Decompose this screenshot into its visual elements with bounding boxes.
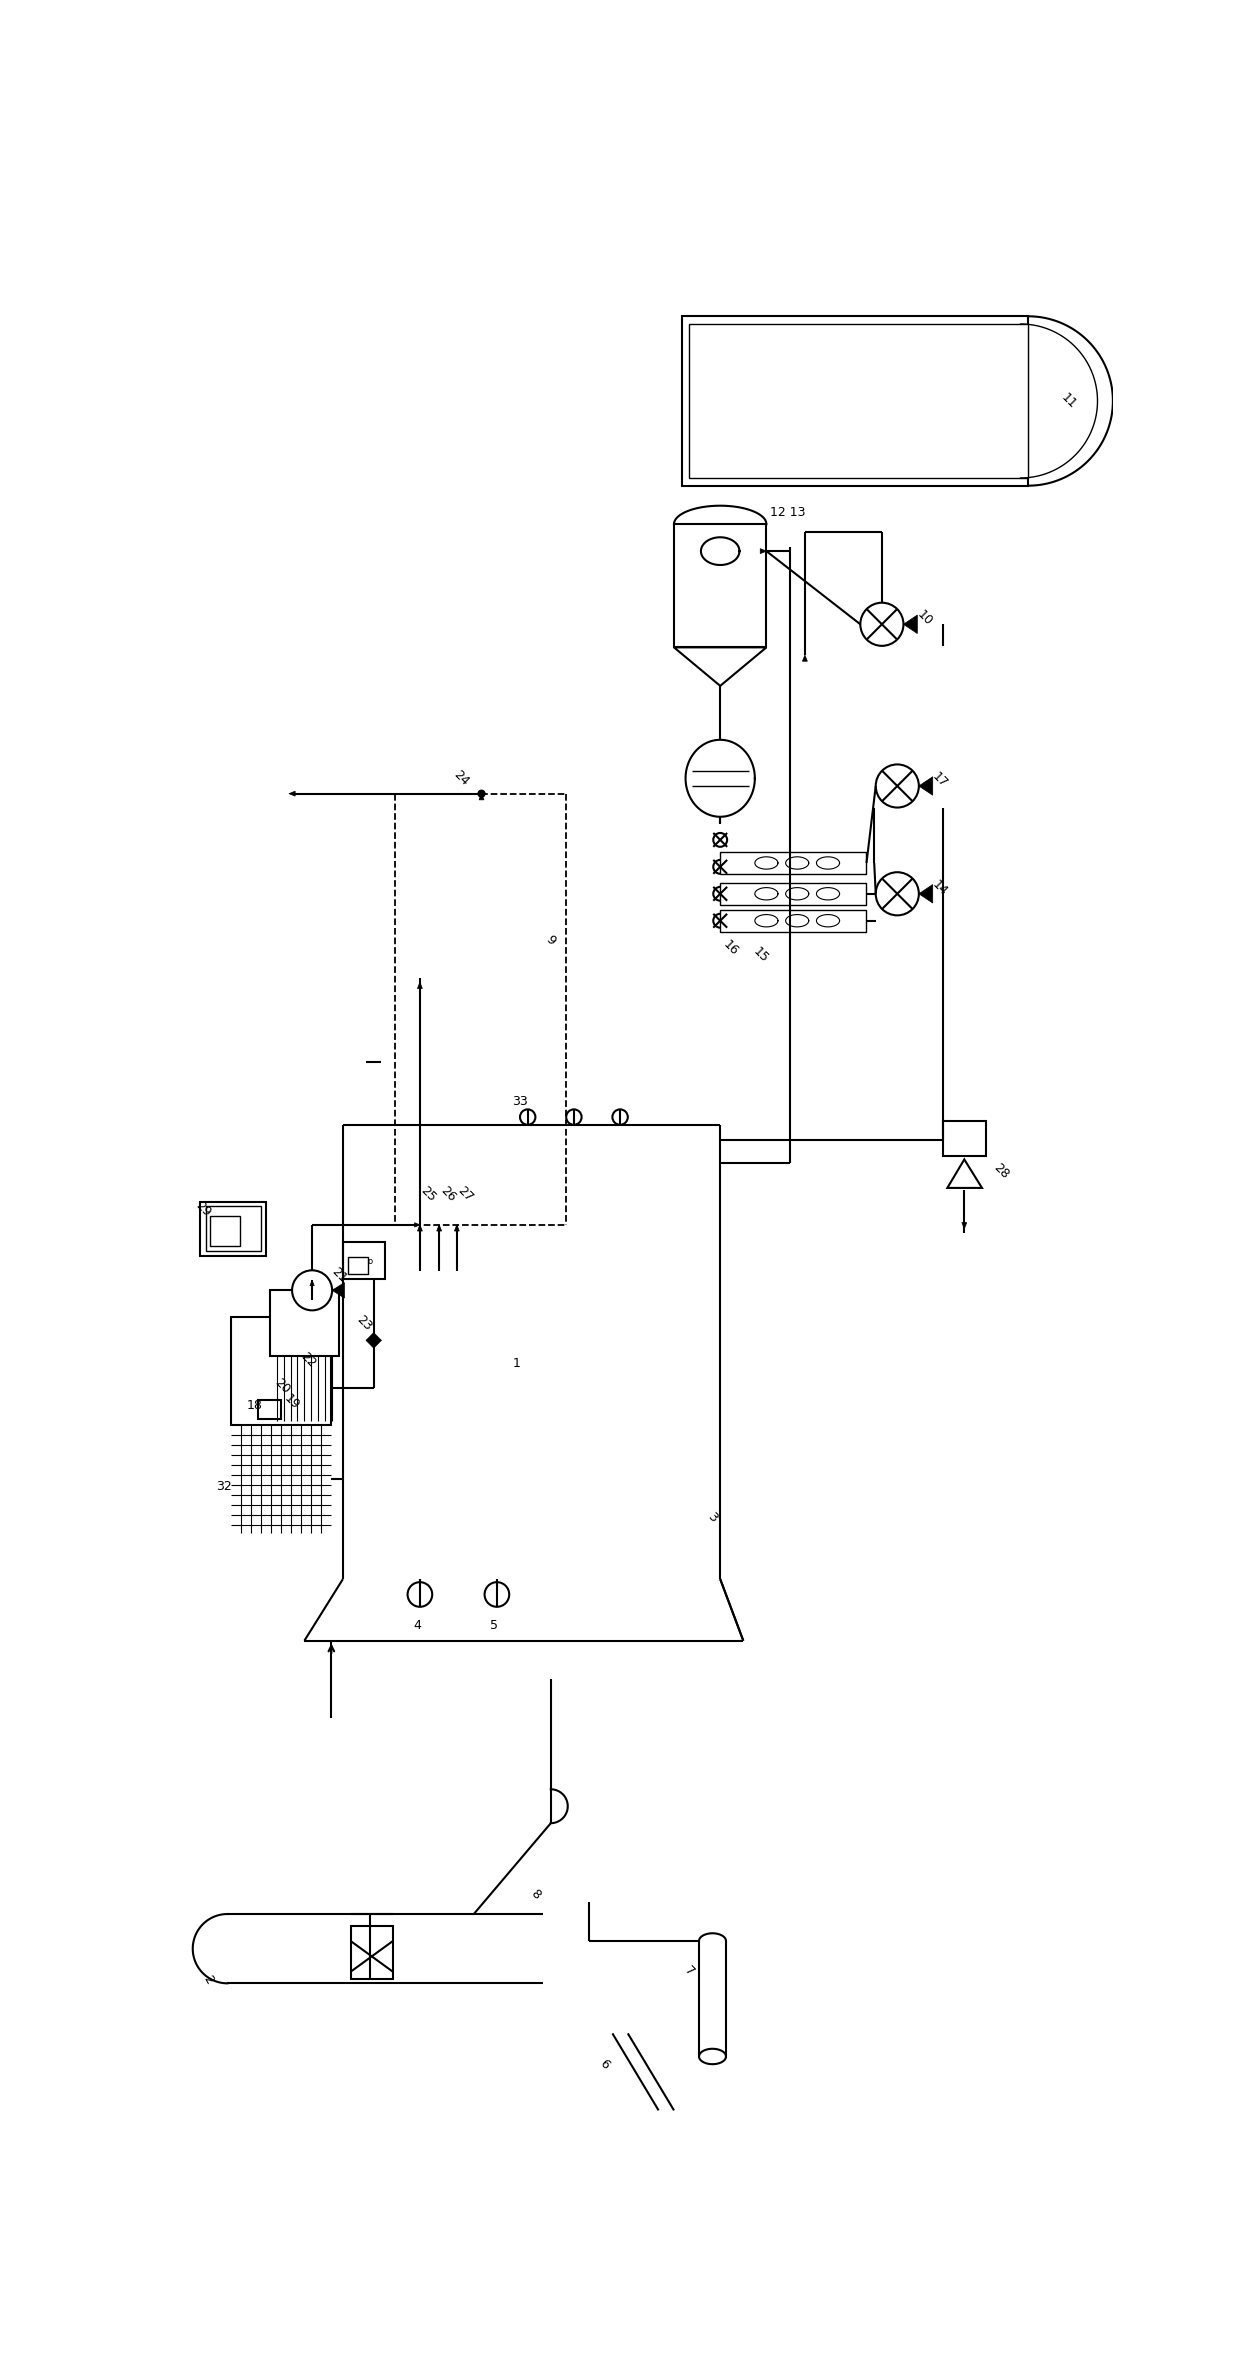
- Bar: [675, 523, 766, 647]
- Polygon shape: [454, 1225, 459, 1230]
- Bar: [258, 1399, 281, 1418]
- Bar: [720, 909, 867, 933]
- Text: 19: 19: [281, 1392, 301, 1413]
- Text: o: o: [367, 1256, 372, 1266]
- Circle shape: [713, 859, 727, 873]
- Bar: [682, 316, 1028, 485]
- Circle shape: [861, 602, 904, 645]
- Circle shape: [713, 914, 727, 928]
- Polygon shape: [760, 550, 766, 554]
- Text: 1: 1: [512, 1356, 520, 1370]
- Bar: [343, 1242, 386, 1280]
- Polygon shape: [675, 647, 766, 685]
- Polygon shape: [947, 1159, 982, 1187]
- Circle shape: [293, 1270, 332, 1311]
- Circle shape: [479, 790, 485, 797]
- Text: 23: 23: [355, 1313, 374, 1335]
- Text: 4: 4: [413, 1618, 420, 1632]
- Text: 5: 5: [490, 1618, 497, 1632]
- Polygon shape: [962, 1223, 967, 1228]
- Polygon shape: [332, 1282, 345, 1299]
- Polygon shape: [418, 1225, 423, 1230]
- Polygon shape: [802, 654, 807, 661]
- Text: 6: 6: [596, 2058, 611, 2072]
- Text: 16: 16: [720, 937, 740, 959]
- Text: 29: 29: [192, 1199, 213, 1220]
- Bar: [720, 883, 867, 904]
- Text: 15: 15: [751, 944, 771, 966]
- Bar: [720, 852, 867, 873]
- Text: 10: 10: [914, 609, 935, 628]
- Polygon shape: [310, 1280, 314, 1285]
- Circle shape: [875, 873, 919, 916]
- Text: 3: 3: [704, 1511, 719, 1525]
- Text: 26: 26: [438, 1185, 458, 1204]
- Text: 33: 33: [512, 1094, 528, 1109]
- Text: 22: 22: [299, 1349, 319, 1370]
- Circle shape: [520, 1109, 536, 1125]
- Circle shape: [485, 1582, 510, 1606]
- Text: 32: 32: [216, 1480, 232, 1494]
- Text: 27: 27: [455, 1185, 476, 1204]
- Polygon shape: [919, 885, 932, 904]
- Text: 17: 17: [930, 771, 950, 790]
- Polygon shape: [479, 795, 484, 799]
- Polygon shape: [919, 776, 932, 795]
- Polygon shape: [366, 1339, 382, 1349]
- Text: 24: 24: [450, 768, 471, 787]
- Polygon shape: [904, 616, 918, 633]
- Text: 14: 14: [930, 878, 950, 897]
- Text: 7: 7: [682, 1965, 697, 1979]
- Bar: [689, 324, 1028, 478]
- Circle shape: [408, 1582, 433, 1606]
- Text: 2: 2: [201, 1972, 216, 1986]
- Text: 18: 18: [247, 1399, 263, 1413]
- Text: 25: 25: [418, 1185, 439, 1204]
- Text: 8: 8: [528, 1887, 543, 1903]
- Text: 11: 11: [1059, 390, 1079, 412]
- Text: 12 13: 12 13: [770, 507, 806, 519]
- Bar: [210, 1216, 241, 1247]
- Bar: [201, 1201, 265, 1256]
- Bar: [231, 1318, 331, 1425]
- Text: 20: 20: [272, 1377, 293, 1396]
- Circle shape: [713, 833, 727, 847]
- Bar: [206, 1206, 262, 1251]
- Polygon shape: [414, 1223, 420, 1228]
- Text: 28: 28: [991, 1161, 1012, 1182]
- Circle shape: [567, 1109, 582, 1125]
- Polygon shape: [436, 1225, 441, 1230]
- Polygon shape: [289, 792, 295, 797]
- Polygon shape: [418, 983, 423, 990]
- Text: 9: 9: [543, 933, 558, 947]
- Bar: [944, 1121, 986, 1156]
- Text: 21: 21: [329, 1266, 350, 1285]
- Circle shape: [713, 887, 727, 902]
- Circle shape: [613, 1109, 627, 1125]
- Polygon shape: [366, 1332, 382, 1339]
- Bar: [270, 1289, 339, 1356]
- Bar: [348, 1256, 367, 1275]
- Bar: [351, 1925, 393, 1979]
- Circle shape: [875, 764, 919, 806]
